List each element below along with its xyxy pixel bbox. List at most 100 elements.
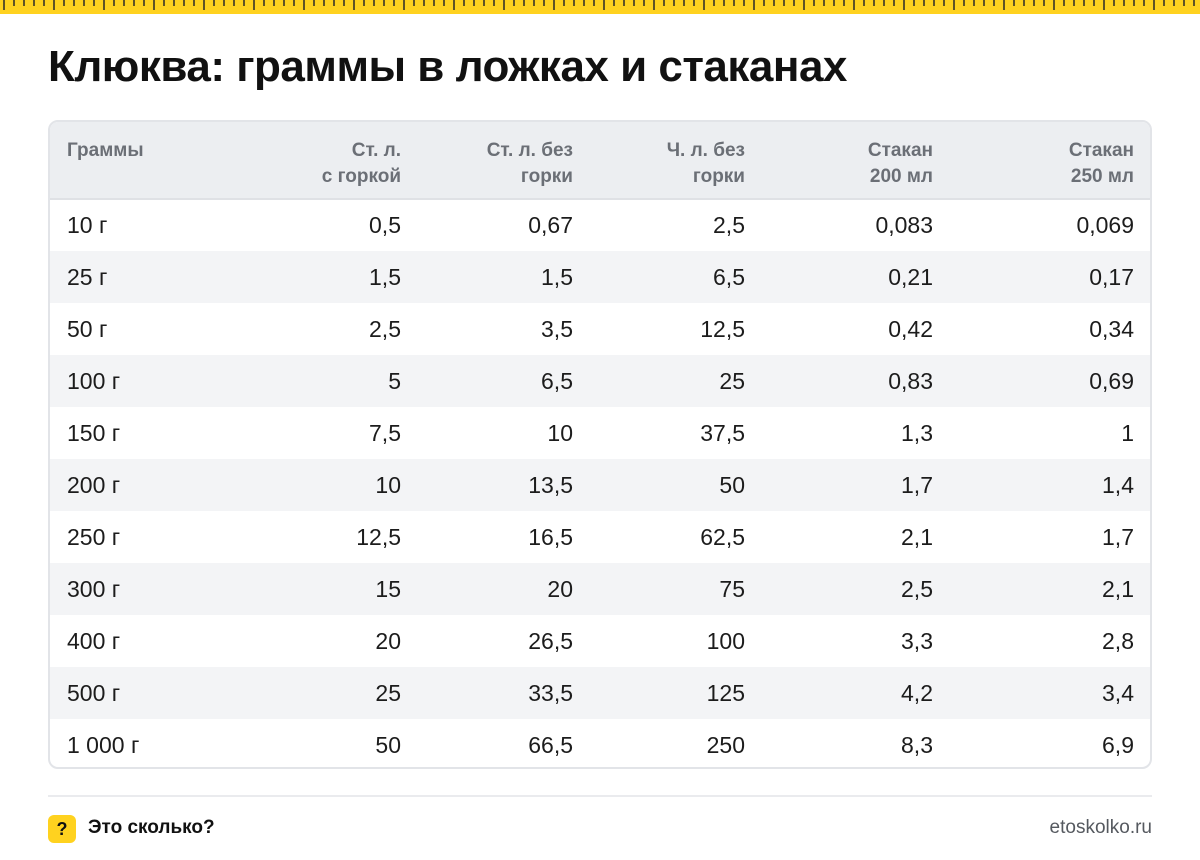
value-cell: 3,5	[541, 315, 573, 342]
value-cell: 16,5	[528, 523, 573, 550]
ruler-strip	[0, 0, 1200, 14]
value-cell: 25	[375, 679, 401, 706]
column-header-line: 250 мл	[1070, 166, 1134, 187]
column-header-line: 200 мл	[869, 166, 933, 187]
grams-cell: 500 г	[67, 679, 121, 706]
value-cell: 125	[706, 679, 745, 706]
value-cell: 0,17	[1089, 263, 1134, 290]
table-row: 10 г 0,5 0,67 2,5 0,083 0,069	[50, 199, 1150, 251]
value-cell: 8,3	[901, 731, 933, 758]
value-cell: 0,21	[888, 263, 933, 290]
value-cell: 1,5	[541, 263, 573, 290]
question-mark-icon: ?	[48, 815, 76, 843]
grams-cell: 1 000 г	[67, 731, 140, 758]
value-cell: 2,1	[901, 523, 933, 550]
grams-cell: 400 г	[67, 627, 121, 654]
value-cell: 66,5	[528, 731, 573, 758]
grams-cell: 300 г	[67, 575, 121, 602]
page-title: Клюква: граммы в ложках и стаканах	[48, 42, 847, 91]
table-row: 150 г 7,5 10 37,5 1,3 1	[50, 407, 1150, 459]
column-header-line: горки	[520, 166, 573, 187]
conversion-table-card: Граммы Ст. л. с горкой Ст. л. без горки Ч. л.…	[48, 120, 1152, 769]
grams-cell: 100 г	[67, 367, 121, 394]
value-cell: 2,8	[1102, 627, 1134, 654]
value-cell: 1,5	[369, 263, 401, 290]
value-cell: 26,5	[528, 627, 573, 654]
column-header-line: Стакан	[1068, 140, 1134, 161]
value-cell: 2,5	[901, 575, 933, 602]
column-header: Ч. л. без горки	[589, 122, 761, 199]
value-cell: 0,34	[1089, 315, 1134, 342]
value-cell: 2,1	[1102, 575, 1134, 602]
value-cell: 1	[1121, 419, 1134, 446]
table-row: 500 г 25 33,5 125 4,2 3,4	[50, 667, 1150, 719]
column-header-line: Стакан	[867, 140, 933, 161]
value-cell: 20	[375, 627, 401, 654]
value-cell: 6,5	[541, 367, 573, 394]
value-cell: 13,5	[528, 471, 573, 498]
value-cell: 2,5	[369, 315, 401, 342]
table-row: 200 г 10 13,5 50 1,7 1,4	[50, 459, 1150, 511]
value-cell: 33,5	[528, 679, 573, 706]
value-cell: 50	[375, 731, 401, 758]
column-header-line: Ст. л. без	[486, 140, 573, 161]
value-cell: 0,083	[875, 212, 933, 238]
value-cell: 12,5	[356, 523, 401, 550]
value-cell: 1,3	[901, 419, 933, 446]
value-cell: 37,5	[700, 419, 745, 446]
grams-cell: 50 г	[67, 315, 108, 342]
value-cell: 3,3	[901, 627, 933, 654]
table-row: 50 г 2,5 3,5 12,5 0,42 0,34	[50, 303, 1150, 355]
value-cell: 10	[547, 419, 573, 446]
table-row: 300 г 15 20 75 2,5 2,1	[50, 563, 1150, 615]
value-cell: 4,2	[901, 679, 933, 706]
footer-divider	[48, 795, 1152, 797]
value-cell: 0,42	[888, 315, 933, 342]
value-cell: 25	[719, 367, 745, 394]
table-header: Граммы Ст. л. с горкой Ст. л. без горки Ч. л.…	[50, 122, 1150, 199]
value-cell: 6,9	[1102, 731, 1134, 758]
table-row: 25 г 1,5 1,5 6,5 0,21 0,17	[50, 251, 1150, 303]
value-cell: 3,4	[1102, 679, 1134, 706]
header-row: Граммы Ст. л. с горкой Ст. л. без горки Ч. л.…	[50, 122, 1150, 199]
column-header-line: Ч. л. без	[666, 140, 745, 161]
grams-cell: 10 г	[67, 212, 108, 238]
value-cell: 250	[706, 731, 745, 758]
column-header: Стакан 200 мл	[761, 122, 949, 199]
column-header-line: Ст. л.	[351, 140, 401, 161]
conversion-table: Граммы Ст. л. с горкой Ст. л. без горки Ч. л.…	[50, 122, 1150, 767]
site-link[interactable]: etoskolko.ru	[1049, 817, 1152, 838]
value-cell: 75	[719, 575, 745, 602]
value-cell: 62,5	[700, 523, 745, 550]
column-header-line: горки	[692, 166, 745, 187]
value-cell: 0,069	[1076, 212, 1134, 238]
column-header: Стакан 250 мл	[949, 122, 1150, 199]
value-cell: 1,7	[1102, 523, 1134, 550]
value-cell: 6,5	[713, 263, 745, 290]
grams-cell: 25 г	[67, 263, 108, 290]
value-cell: 10	[375, 471, 401, 498]
value-cell: 1,4	[1102, 471, 1134, 498]
table-body: 10 г 0,5 0,67 2,5 0,083 0,069 25 г 1,5 1,5 6,5 0,2…	[50, 199, 1150, 767]
ruler-ticks	[3, 0, 1195, 10]
value-cell: 15	[375, 575, 401, 602]
table-row: 1 000 г 50 66,5 250 8,3 6,9	[50, 719, 1150, 767]
grams-cell: 150 г	[67, 419, 121, 446]
column-header-line: с горкой	[321, 166, 401, 187]
column-header: Граммы	[50, 122, 250, 199]
column-header: Ст. л. без горки	[417, 122, 589, 199]
column-header-line: Граммы	[67, 140, 144, 161]
value-cell: 7,5	[369, 419, 401, 446]
brand-name: Это сколько?	[88, 817, 215, 838]
value-cell: 0,67	[528, 212, 573, 238]
value-cell: 2,5	[713, 212, 745, 238]
value-cell: 5	[388, 367, 401, 394]
value-cell: 12,5	[700, 315, 745, 342]
grams-cell: 250 г	[67, 523, 121, 550]
value-cell: 20	[547, 575, 573, 602]
value-cell: 0,5	[369, 212, 401, 238]
value-cell: 0,83	[888, 367, 933, 394]
value-cell: 100	[706, 627, 745, 654]
value-cell: 1,7	[901, 471, 933, 498]
grams-cell: 200 г	[67, 471, 121, 498]
